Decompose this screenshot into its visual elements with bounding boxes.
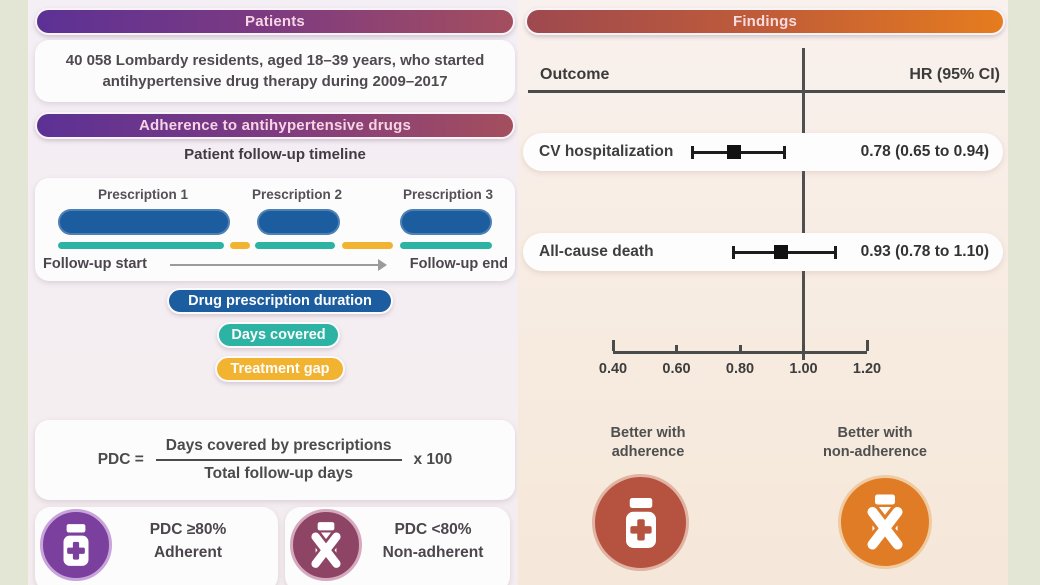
adherence-header-label: Adherence to antihypertensive drugs: [138, 117, 412, 134]
prescription-1-label: Prescription 1: [97, 187, 189, 202]
findings-header: Findings: [525, 8, 1005, 35]
outcome-label: All-cause death: [539, 243, 654, 260]
axis-tick: [738, 344, 742, 352]
better-with-non-adherence-label: Better with non-adherence: [823, 425, 927, 460]
timeline-title: Patient follow-up timeline: [184, 146, 366, 163]
ci-cap-low: [732, 245, 736, 259]
treatment-gap-segment: [230, 242, 250, 249]
days-covered-segment: [255, 242, 335, 249]
patients-summary-text: 40 058 Lombardy residents, aged 18–39 ye…: [65, 52, 485, 90]
non-adherent-label: PDC <80% Non-adherent: [382, 521, 484, 561]
adherent-circle: [40, 509, 112, 581]
forest-plot: Findings Outcome HR (95% CI) CV hospital…: [518, 0, 1008, 585]
better-with-adherence-label: Better with adherence: [610, 425, 686, 460]
legend-days-covered: Days covered: [217, 322, 340, 348]
followup-start-label: Follow-up start: [43, 256, 147, 272]
patients-summary-box: 40 058 Lombardy residents, aged 18–39 ye…: [35, 40, 515, 102]
outcome-column-header: Outcome: [540, 66, 610, 83]
pdc-formula-denominator: Total follow-up days: [204, 465, 353, 482]
axis-tick: [802, 344, 805, 352]
adherence-header: Adherence to antihypertensive drugs: [35, 112, 515, 139]
timeline-diagram: Prescription 1 Prescription 2 Prescripti…: [35, 178, 515, 281]
days-covered-segment: [58, 242, 224, 249]
axis-tick-label: 0.60: [662, 361, 691, 377]
treatment-gap-segment: [342, 242, 393, 249]
arrow-right-icon: [378, 259, 387, 271]
adherent-label: PDC ≥80% Adherent: [149, 521, 227, 561]
prescription-2-label: Prescription 2: [251, 187, 343, 202]
pdc-formula-fraction: Days covered by prescriptions Total foll…: [155, 437, 402, 483]
axis-tick-label: 0.40: [598, 361, 628, 377]
prescription-1-bar: [58, 209, 230, 235]
pill-bottle-plus-icon: [625, 497, 656, 548]
prescription-2-bar: [257, 209, 340, 235]
non-adherent-circle: [290, 509, 362, 581]
ci-cap-high: [833, 245, 837, 259]
legend-drug-prescription-duration: Drug prescription duration: [167, 288, 393, 314]
followup-end-label: Follow-up end: [409, 256, 508, 272]
ci-cap-low: [690, 145, 694, 159]
axis-tick: [611, 340, 615, 351]
axis-tick-label: 1.20: [852, 361, 882, 377]
left-panel: Patients 40 058 Lombardy residents, aged…: [28, 0, 518, 585]
reference-line: [802, 48, 805, 360]
pill-bottle-x-icon: [864, 494, 906, 552]
axis-tick-label: 1.00: [789, 361, 818, 377]
findings-header-label: Findings: [732, 13, 798, 30]
better-non-adherence-circle: [838, 475, 932, 569]
header-rule: [528, 90, 1005, 93]
ci-cap-high: [782, 145, 786, 159]
pill-bottle-plus-icon: [63, 524, 89, 566]
hr-axis-line: [613, 351, 867, 354]
hr-column-header: HR (95% CI): [909, 66, 1000, 83]
hr-value: 0.93 (0.78 to 1.10): [860, 243, 989, 260]
prescription-3-label: Prescription 3: [402, 187, 494, 202]
hr-point-square: [726, 145, 741, 159]
patients-header-label: Patients: [245, 13, 305, 30]
better-adherence-circle: [592, 474, 689, 571]
outcome-label: CV hospitalization: [539, 143, 674, 160]
axis-tick: [865, 340, 869, 351]
prescription-3-bar: [400, 209, 492, 235]
days-covered-segment: [400, 242, 492, 249]
axis-tick: [675, 344, 678, 352]
pdc-formula-numerator: Days covered by prescriptions: [155, 437, 402, 461]
legend-treatment-gap: Treatment gap: [215, 356, 345, 382]
axis-tick-label: 0.80: [725, 361, 755, 377]
hr-value: 0.78 (0.65 to 0.94): [860, 143, 989, 160]
pdc-formula-box: PDC = Days covered by prescriptions Tota…: [35, 420, 515, 500]
pdc-formula-multiplier: x 100: [413, 451, 453, 468]
patients-header: Patients: [35, 8, 515, 35]
hr-point-square: [774, 245, 789, 259]
timeline-arrow-line: [170, 264, 378, 266]
pill-bottle-x-icon: [308, 522, 344, 570]
pdc-formula-lhs: PDC =: [97, 451, 144, 468]
